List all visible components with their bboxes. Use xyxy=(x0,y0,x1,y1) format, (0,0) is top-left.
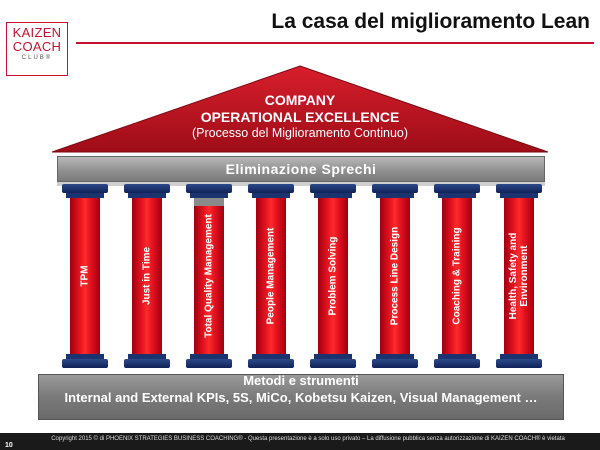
pillar-capital-neck xyxy=(190,193,228,198)
pillar-label: Process Line Design xyxy=(389,226,401,326)
slide-title: La casa del miglioramento Lean xyxy=(271,10,590,33)
pillar-capital xyxy=(496,184,542,193)
pillar: Health, Safety and Environment xyxy=(496,184,542,368)
pillar-capital-neck xyxy=(252,193,290,198)
roof-line-company: COMPANY xyxy=(264,92,336,108)
pillar-base xyxy=(62,359,108,368)
copyright-text: Copyright 2015 © di PHOENIX STRATEGIES B… xyxy=(51,436,565,442)
pillar-base xyxy=(434,359,480,368)
pillar-base-neck xyxy=(128,354,166,359)
pillar-base-neck xyxy=(376,354,414,359)
beam-label: Eliminazione Sprechi xyxy=(225,161,377,177)
foundation-text: Internal and External KPIs, 5S, MiCo, Ko… xyxy=(64,390,538,405)
pillar-capital xyxy=(248,184,294,193)
pillar-base xyxy=(496,359,542,368)
pillar-capital xyxy=(124,184,170,193)
pillar-base xyxy=(124,359,170,368)
pillar-base xyxy=(310,359,356,368)
pillar-label: Total Quality Management xyxy=(203,214,215,338)
page-number: 10 xyxy=(5,442,13,449)
pillar-shaft xyxy=(318,198,348,354)
foundation xyxy=(38,374,564,420)
foundation-title: Metodi e strumenti xyxy=(243,373,359,388)
pillar-label: TPM xyxy=(79,265,91,287)
pillar-shaft xyxy=(380,198,410,354)
pillar-label: Coaching & Training xyxy=(451,227,463,325)
pillar: TPM xyxy=(62,184,108,368)
pillar: Problem Solving xyxy=(310,184,356,368)
pillar-base-neck xyxy=(190,354,228,359)
roof xyxy=(51,65,549,153)
pillar-base-neck xyxy=(314,354,352,359)
title-underline xyxy=(76,42,594,44)
beam xyxy=(57,156,545,182)
pillar-shaft xyxy=(256,198,286,354)
pillar-shaft xyxy=(504,198,534,354)
pillar-label: Health, Safety and Environment xyxy=(508,232,530,320)
pillar-capital-neck xyxy=(500,193,538,198)
pillar-base xyxy=(248,359,294,368)
pillar-capital xyxy=(372,184,418,193)
logo-line-1: KAIZEN xyxy=(12,25,62,40)
pillar-label: Problem Solving xyxy=(327,236,339,316)
logo-line-3: CLUB® xyxy=(21,55,53,61)
pillar: Total Quality Management xyxy=(186,184,232,368)
pillar-capital-neck xyxy=(438,193,476,198)
pillar-shaft xyxy=(194,198,224,354)
pillar-base-neck xyxy=(438,354,476,359)
beam-shadow xyxy=(57,181,545,186)
pillar: Process Line Design xyxy=(372,184,418,368)
pillar-shaft xyxy=(70,198,100,354)
pillar-capital-neck xyxy=(66,193,104,198)
roof-triangle xyxy=(51,65,549,153)
pillar-capital-neck xyxy=(128,193,166,198)
footer-bar xyxy=(0,433,600,450)
pillar-base-neck xyxy=(252,354,290,359)
pillar: Coaching & Training xyxy=(434,184,480,368)
pillar-label: Just in Time xyxy=(141,246,153,306)
roof-line-operational-excellence: OPERATIONAL EXCELLENCE xyxy=(200,109,400,125)
pillar: Just in Time xyxy=(124,184,170,368)
pillar-capital xyxy=(186,184,232,193)
pillar-capital xyxy=(310,184,356,193)
pillar-shaft xyxy=(442,198,472,354)
pillar-base-neck xyxy=(66,354,104,359)
pillar-base-neck xyxy=(500,354,538,359)
pillar-capital xyxy=(62,184,108,193)
roof-line-subtitle: (Processo del Miglioramento Continuo) xyxy=(191,126,409,140)
pillar-shaft-gray-band xyxy=(194,198,224,206)
pillar: People Management xyxy=(248,184,294,368)
logo-line-2: COACH xyxy=(12,39,62,54)
pillar-base xyxy=(372,359,418,368)
pillar-base xyxy=(186,359,232,368)
pillar-capital-neck xyxy=(314,193,352,198)
pillar-shaft xyxy=(132,198,162,354)
pillar-label: People Management xyxy=(265,227,277,325)
kaizen-coach-logo: KAIZEN COACH CLUB® xyxy=(6,22,68,76)
pillar-capital-neck xyxy=(376,193,414,198)
pillar-capital xyxy=(434,184,480,193)
